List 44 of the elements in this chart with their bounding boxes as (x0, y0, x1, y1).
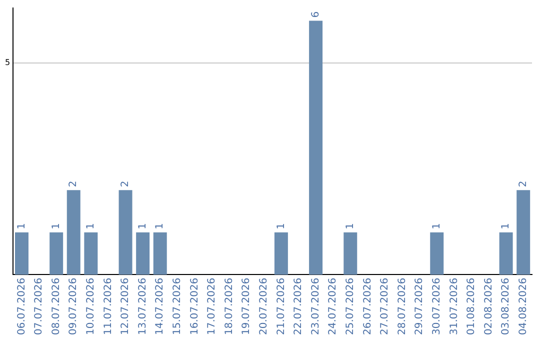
x-tick-label: 22.07.2026 (293, 278, 304, 336)
x-tick-label: 17.07.2026 (206, 278, 218, 336)
x-tick-label: 31.07.2026 (448, 278, 460, 336)
x-tick-label: 19.07.2026 (241, 278, 252, 336)
x-tick-label: 28.07.2026 (396, 278, 408, 336)
x-tick-label: 01.08.2026 (466, 278, 478, 336)
x-tick-label: 13.07.2026 (137, 278, 148, 336)
data-label: 1 (500, 223, 512, 230)
x-tick-label: 20.07.2026 (258, 278, 270, 336)
x-tick-label: 23.07.2026 (310, 278, 322, 336)
x-tick-label: 09.07.2026 (68, 278, 80, 336)
data-label: 1 (137, 223, 148, 230)
data-label: 2 (518, 180, 529, 188)
data-label: 1 (16, 223, 28, 230)
x-tick-label: 07.07.2026 (34, 278, 45, 336)
x-tick-label: 10.07.2026 (86, 278, 97, 336)
x-tick-label: 14.07.2026 (154, 278, 166, 336)
x-tick-label: 25.07.2026 (344, 278, 356, 336)
x-tick-label: 24.07.2026 (328, 278, 339, 336)
data-label: 2 (120, 180, 132, 188)
data-label: 1 (276, 223, 287, 230)
data-label: 2 (68, 180, 80, 188)
data-label: 1 (344, 223, 356, 230)
data-label: 1 (86, 223, 97, 230)
x-tick-label: 16.07.2026 (189, 278, 200, 336)
x-tick-label: 29.07.2026 (414, 278, 426, 336)
x-tick-label: 30.07.2026 (431, 278, 442, 336)
x-tick-label: 08.07.2026 (50, 278, 62, 336)
x-tick-label: 02.08.2026 (483, 278, 494, 336)
data-label: 1 (431, 223, 442, 230)
x-tick-label: 15.07.2026 (172, 278, 184, 336)
x-tick-label: 21.07.2026 (276, 278, 287, 336)
x-tick-label: 12.07.2026 (120, 278, 132, 336)
x-tick-label: 11.07.2026 (102, 278, 114, 336)
x-tick-label: 27.07.2026 (380, 278, 391, 336)
x-tick-label: 18.07.2026 (224, 278, 235, 336)
data-label: 1 (154, 223, 166, 230)
x-tick-label: 26.07.2026 (362, 278, 374, 336)
data-label: 6 (310, 11, 322, 18)
x-tick-label: 06.07.2026 (16, 278, 28, 336)
x-tick-label: 04.08.2026 (518, 278, 529, 336)
y-tick-label: 5 (4, 58, 10, 68)
data-label: 1 (50, 223, 62, 230)
x-tick-label: 03.08.2026 (500, 278, 512, 336)
